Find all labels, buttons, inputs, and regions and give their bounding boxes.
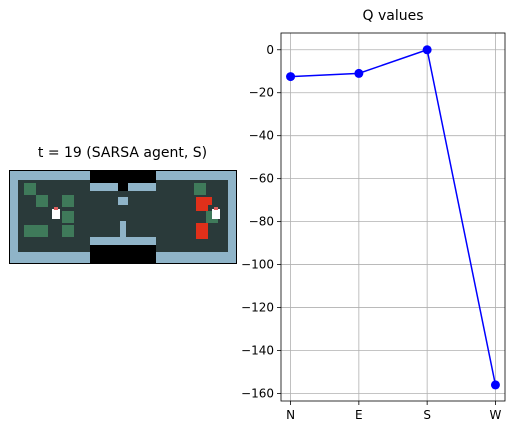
y-tick-label: −80 — [249, 215, 274, 229]
game-view — [9, 170, 237, 264]
y-tick-label: −60 — [249, 172, 274, 186]
x-tick-label: W — [490, 408, 502, 422]
data-point — [354, 68, 364, 78]
goal-sprite — [212, 209, 220, 219]
y-tick-label: −100 — [241, 258, 274, 272]
series-layer — [286, 45, 500, 390]
axis-layer: 0 −20 −40 −60 −80 −100 −120 −140 −160 N E S W — [241, 32, 506, 422]
chart-title: Q values — [362, 8, 424, 24]
series-line — [290, 48, 497, 386]
y-tick-label: −40 — [249, 129, 274, 143]
grid-layer — [281, 33, 505, 401]
y-tick-label: −120 — [241, 301, 274, 315]
x-tick-label: N — [286, 408, 295, 422]
x-tick-label: S — [423, 408, 431, 422]
agent-sprite — [52, 209, 60, 219]
y-tick-label: −160 — [241, 386, 274, 400]
data-point — [490, 380, 500, 390]
game-map-image — [10, 171, 236, 263]
data-point — [286, 72, 296, 82]
x-tick-label: E — [355, 408, 363, 422]
y-tick-label: 0 — [266, 43, 274, 57]
y-tick-label: −140 — [241, 344, 274, 358]
game-title: t = 19 (SARSA agent, S) — [37, 145, 208, 161]
data-point — [422, 45, 432, 55]
y-tick-label: −20 — [249, 86, 274, 100]
plot-frame — [280, 32, 506, 402]
